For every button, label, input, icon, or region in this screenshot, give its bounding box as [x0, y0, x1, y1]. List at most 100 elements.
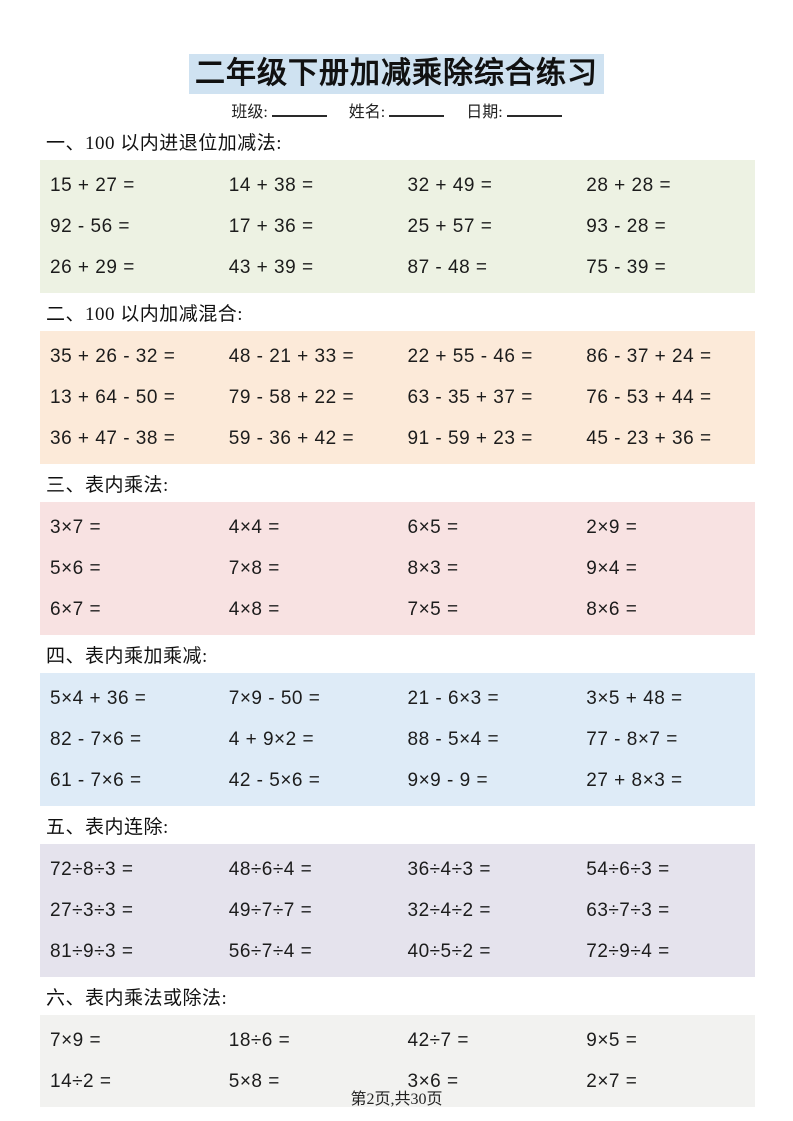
class-field-label: 班级:	[231, 104, 268, 121]
problem-cell: 5×4 + 36 =	[50, 687, 147, 709]
section-6-heading: 六、表内乘法或除法:	[46, 988, 228, 1009]
problem-cell: 4×8 =	[228, 598, 280, 620]
problem-cell: 3×7 =	[50, 516, 102, 538]
problem-cell: 79 - 58 + 22 =	[228, 386, 355, 408]
section-2: 二、100 以内加减混合: 35 + 26 - 32 = 48 - 21 + 33 …	[40, 303, 755, 464]
problem-cell: 92 - 56 =	[50, 215, 131, 237]
section-2-problem-grid: 35 + 26 - 32 = 48 - 21 + 33 = 22 + 55 - 46…	[40, 331, 755, 464]
problem-cell: 81÷9÷3 =	[50, 940, 134, 962]
problem-cell: 28 + 28 =	[586, 174, 672, 196]
problem-cell: 9×4 =	[586, 557, 638, 579]
problem-cell: 87 - 48 =	[407, 256, 488, 278]
section-5-problem-grid: 72÷8÷3 = 48÷6÷4 = 36÷4÷3 = 54÷6÷3 = 27÷3÷3 =…	[40, 844, 755, 977]
problem-cell: 3×5 + 48 =	[586, 687, 683, 709]
problem-cell: 76 - 53 + 44 =	[586, 386, 712, 408]
section-1-problem-grid: 15 + 27 = 14 + 38 = 32 + 49 = 28 + 28 = 92 -…	[40, 160, 755, 293]
name-field: 姓名:	[348, 98, 445, 122]
problem-cell: 48 - 21 + 33 =	[228, 345, 355, 367]
problem-cell: 45 - 23 + 36 =	[586, 427, 712, 449]
problem-cell: 7×9 =	[50, 1029, 102, 1051]
section-4: 四、表内乘加乘减: 5×4 + 36 = 7×9 - 50 = 21 - 6×3 = 3…	[40, 645, 755, 806]
section-6: 六、表内乘法或除法: 7×9 = 18÷6 = 42÷7 = 9×5 = 14÷2 = 5×…	[40, 987, 755, 1107]
section-3: 三、表内乘法: 3×7 = 4×4 = 6×5 = 2×9 = 5×6 = 7×8 = 8×3…	[40, 474, 755, 635]
problem-cell: 54÷6÷3 =	[586, 858, 670, 880]
title-highlight: 二年级下册加减乘除综合练习	[189, 54, 604, 94]
problem-cell: 42÷7 =	[407, 1029, 470, 1051]
problem-cell: 21 - 6×3 =	[407, 687, 500, 709]
page-number: 第2页,共30页	[350, 1091, 443, 1108]
problem-cell: 82 - 7×6 =	[50, 728, 142, 750]
problem-cell: 13 + 64 - 50 =	[50, 386, 176, 408]
problem-cell: 75 - 39 =	[586, 256, 667, 278]
problem-cell: 86 - 37 + 24 =	[586, 345, 712, 367]
problem-cell: 40÷5÷2 =	[407, 940, 491, 962]
date-field-blank	[506, 102, 562, 117]
problem-cell: 2×7 =	[586, 1070, 638, 1092]
problem-cell: 32÷4÷2 =	[407, 899, 491, 921]
page-title: 二年级下册加减乘除综合练习	[189, 48, 604, 94]
problem-cell: 63 - 35 + 37 =	[407, 386, 533, 408]
problem-cell: 7×9 - 50 =	[228, 687, 321, 709]
section-6-problem-grid: 7×9 = 18÷6 = 42÷7 = 9×5 = 14÷2 = 5×8 = 3×6 = 2×…	[40, 1015, 755, 1107]
problem-cell: 42 - 5×6 =	[228, 769, 321, 791]
problem-cell: 59 - 36 + 42 =	[228, 427, 355, 449]
problem-cell: 8×3 =	[407, 557, 459, 579]
problem-cell: 36 + 47 - 38 =	[50, 427, 176, 449]
problem-cell: 35 + 26 - 32 =	[50, 345, 176, 367]
section-2-heading: 二、100 以内加减混合:	[46, 304, 244, 325]
problem-cell: 7×8 =	[228, 557, 280, 579]
section-3-problem-grid: 3×7 = 4×4 = 6×5 = 2×9 = 5×6 = 7×8 = 8×3 = 9×4 =…	[40, 502, 755, 635]
problem-cell: 93 - 28 =	[586, 215, 667, 237]
problem-cell: 18÷6 =	[228, 1029, 291, 1051]
class-field-blank	[271, 102, 327, 117]
problem-cell: 8×6 =	[586, 598, 638, 620]
problem-cell: 27 + 8×3 =	[586, 769, 683, 791]
section-1-heading: 一、100 以内进退位加减法:	[46, 133, 283, 154]
section-3-heading: 三、表内乘法:	[46, 475, 169, 496]
problem-cell: 77 - 8×7 =	[586, 728, 678, 750]
problem-cell: 32 + 49 =	[407, 174, 493, 196]
problem-cell: 4×4 =	[228, 516, 280, 538]
problem-cell: 48÷6÷4 =	[228, 858, 313, 880]
problem-cell: 14 + 38 =	[228, 174, 314, 196]
problem-cell: 72÷8÷3 =	[50, 858, 134, 880]
class-field: 班级:	[231, 98, 327, 122]
problem-cell: 25 + 57 =	[407, 215, 493, 237]
page-footer: 第2页,共30页	[0, 1085, 793, 1109]
name-field-label: 姓名:	[348, 104, 386, 121]
problem-cell: 6×7 =	[50, 598, 102, 620]
date-field-label: 日期:	[466, 104, 503, 121]
problem-cell: 27÷3÷3 =	[50, 899, 134, 921]
problem-cell: 14÷2 =	[50, 1070, 112, 1092]
problem-cell: 72÷9÷4 =	[586, 940, 670, 962]
problem-cell: 7×5 =	[407, 598, 459, 620]
problem-cell: 5×6 =	[50, 557, 102, 579]
problem-cell: 4 + 9×2 =	[228, 728, 315, 750]
problem-cell: 26 + 29 =	[50, 256, 135, 278]
problem-cell: 22 + 55 - 46 =	[407, 345, 533, 367]
section-1: 一、100 以内进退位加减法: 15 + 27 = 14 + 38 = 32 + 49…	[40, 132, 755, 293]
problem-cell: 2×9 =	[586, 516, 638, 538]
problem-cell: 43 + 39 =	[228, 256, 314, 278]
problem-cell: 36÷4÷3 =	[407, 858, 491, 880]
problem-cell: 9×5 =	[586, 1029, 638, 1051]
problem-cell: 9×9 - 9 =	[407, 769, 489, 791]
problem-cell: 91 - 59 + 23 =	[407, 427, 533, 449]
section-4-heading: 四、表内乘加乘减:	[46, 646, 208, 667]
problem-cell: 3×6 =	[407, 1070, 459, 1092]
problem-cell: 56÷7÷4 =	[228, 940, 313, 962]
problem-cell: 5×8 =	[228, 1070, 280, 1092]
problem-cell: 49÷7÷7 =	[228, 899, 313, 921]
problem-cell: 63÷7÷3 =	[586, 899, 670, 921]
meta-line: 班级: 姓名: 日期:	[0, 98, 793, 122]
name-field-blank	[389, 102, 445, 117]
problem-cell: 17 + 36 =	[228, 215, 314, 237]
problem-cell: 6×5 =	[407, 516, 459, 538]
date-field: 日期:	[466, 98, 562, 122]
section-4-problem-grid: 5×4 + 36 = 7×9 - 50 = 21 - 6×3 = 3×5 + 48 =…	[40, 673, 755, 806]
section-5: 五、表内连除: 72÷8÷3 = 48÷6÷4 = 36÷4÷3 = 54÷6÷3 = 2…	[40, 816, 755, 977]
worksheet-sections: 一、100 以内进退位加减法: 15 + 27 = 14 + 38 = 32 + 49…	[40, 132, 755, 1107]
problem-cell: 15 + 27 =	[50, 174, 135, 196]
problem-cell: 88 - 5×4 =	[407, 728, 500, 750]
